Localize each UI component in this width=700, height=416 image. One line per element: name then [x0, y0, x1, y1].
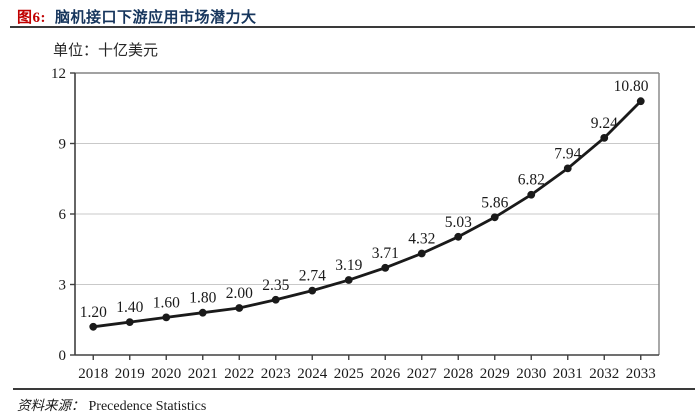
- data-point-marker: [381, 263, 390, 272]
- x-tick-label: 2027: [407, 366, 438, 382]
- data-point-marker: [563, 164, 572, 173]
- value-label: 3.71: [372, 245, 399, 262]
- data-point-marker: [600, 133, 609, 142]
- unit-label: 单位：十亿美元: [53, 43, 159, 59]
- value-label: 5.03: [445, 214, 472, 231]
- x-tick-label: 2030: [516, 366, 546, 382]
- x-tick-label: 2032: [589, 366, 619, 382]
- data-point-marker: [454, 232, 463, 241]
- data-point-marker: [89, 322, 98, 331]
- y-tick-label: 9: [59, 137, 67, 153]
- x-tick-label: 2018: [78, 366, 108, 382]
- x-tick-label: 2020: [151, 366, 181, 382]
- data-point-marker: [308, 286, 317, 295]
- figure-title-text: 脑机接口下游应用市场潜力大: [55, 10, 257, 26]
- y-tick-label: 12: [51, 66, 66, 82]
- value-label: 2.35: [262, 277, 289, 294]
- figure-title: 图6: 脑机接口下游应用市场潜力大: [17, 6, 257, 27]
- data-point-marker: [235, 304, 244, 312]
- x-tick-label: 2025: [334, 366, 364, 382]
- value-label: 7.94: [554, 145, 581, 162]
- x-tick-label: 2021: [188, 366, 218, 382]
- y-tick-label: 6: [59, 207, 67, 223]
- value-label: 2.00: [226, 285, 253, 302]
- value-label: 4.32: [408, 230, 435, 247]
- data-point-marker: [198, 308, 207, 317]
- value-label: 5.86: [481, 194, 508, 211]
- data-point-marker: [344, 276, 353, 284]
- x-tick-label: 2028: [443, 366, 473, 382]
- x-tick-label: 2019: [115, 366, 145, 382]
- data-point-marker: [490, 213, 499, 222]
- data-point-marker: [417, 249, 426, 258]
- footer-divider: [13, 388, 695, 390]
- data-point-marker: [527, 190, 536, 199]
- value-label: 1.40: [116, 299, 143, 316]
- x-tick-label: 2033: [626, 366, 656, 382]
- data-point-marker: [125, 318, 134, 326]
- source-text: Precedence Statistics: [88, 399, 207, 414]
- x-tick-label: 2026: [370, 366, 401, 382]
- value-label: 1.80: [189, 290, 216, 307]
- y-tick-label: 3: [59, 278, 67, 294]
- data-point-marker: [162, 313, 171, 322]
- value-label: 1.60: [153, 294, 180, 311]
- data-point-marker: [271, 295, 280, 304]
- x-tick-label: 2023: [261, 366, 291, 382]
- y-tick-label: 0: [59, 348, 67, 364]
- value-label: 10.80: [614, 78, 649, 95]
- value-label: 3.19: [335, 257, 362, 274]
- figure-number-label: 图6:: [17, 10, 46, 26]
- chart-region: 0 3 6 9 12 2018 2019 2020 2021 2022 2023 2024 2025 20…: [0, 60, 700, 390]
- x-tick-label: 2024: [297, 366, 328, 382]
- x-tick-label: 2022: [224, 366, 254, 382]
- source-line: 资料来源： Precedence Statistics: [17, 394, 206, 415]
- x-tick-label: 2031: [553, 366, 583, 382]
- data-point-marker: [636, 97, 645, 106]
- market-line-chart: 0 3 6 9 12 2018 2019 2020 2021 2022 2023 2024 2025 20…: [51, 66, 660, 382]
- line-series: [91, 99, 643, 329]
- x-tick-label: 2029: [480, 366, 510, 382]
- title-divider: [10, 26, 695, 28]
- value-label: 6.82: [518, 172, 545, 189]
- value-label: 1.20: [80, 304, 107, 321]
- value-label: 2.74: [299, 268, 326, 285]
- source-prefix: 资料来源：: [17, 398, 85, 413]
- value-label: 9.24: [591, 115, 618, 132]
